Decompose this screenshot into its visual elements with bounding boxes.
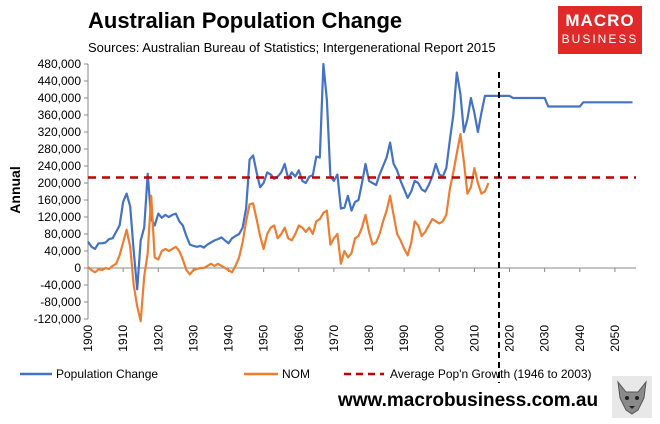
x-tick-label: 2020 <box>503 325 517 352</box>
y-tick-label: -80,000 <box>40 295 81 309</box>
x-tick-label: 1930 <box>186 325 200 352</box>
y-tick-label: 160,000 <box>38 193 82 207</box>
y-tick-label: 120,000 <box>38 210 82 224</box>
x-tick-label: 1980 <box>362 325 376 352</box>
y-tick-label: -120,000 <box>34 312 82 326</box>
x-tick-label: 1970 <box>327 325 341 352</box>
y-tick-label: 480,000 <box>38 57 82 71</box>
y-tick-label: 200,000 <box>38 176 82 190</box>
macrobusiness-logo: MACRO BUSINESS <box>558 6 642 54</box>
chart-title: Australian Population Change <box>88 8 403 33</box>
y-tick-label: 320,000 <box>38 125 82 139</box>
x-tick-label: 1990 <box>397 325 411 352</box>
y-tick-label: 240,000 <box>38 159 82 173</box>
y-axis-label: Annual <box>7 166 23 213</box>
x-tick-label: 1960 <box>292 325 306 352</box>
x-tick-label: 2050 <box>608 325 622 352</box>
legend-label: NOM <box>282 367 310 381</box>
x-tick-label: 2040 <box>573 325 587 352</box>
x-tick-label: 2000 <box>432 325 446 352</box>
legend-label: Population Change <box>56 367 158 381</box>
website-url: www.macrobusiness.com.au <box>338 390 599 411</box>
x-tick-label: 1920 <box>151 325 165 352</box>
y-tick-label: 280,000 <box>38 142 82 156</box>
x-tick-label: 1950 <box>257 325 271 352</box>
y-tick-label: 440,000 <box>38 74 82 88</box>
y-tick-label: 400,000 <box>38 91 82 105</box>
y-tick-label: 80,000 <box>44 227 81 241</box>
y-tick-label: 40,000 <box>44 244 81 258</box>
x-tick-label: 1900 <box>81 325 95 352</box>
legend-label: Average Pop'n Growth (1946 to 2003) <box>390 367 592 381</box>
logo-line-2: BUSINESS <box>561 32 639 46</box>
y-tick-label: 360,000 <box>38 108 82 122</box>
chart-subtitle: Sources: Australian Bureau of Statistics… <box>88 40 496 55</box>
x-tick-label: 2010 <box>467 325 481 352</box>
y-tick-label: -40,000 <box>40 278 81 292</box>
y-tick-label: 0 <box>74 261 81 275</box>
wolf-icon <box>612 376 652 418</box>
x-tick-label: 2030 <box>538 325 552 352</box>
series-line-population-change <box>87 62 633 291</box>
x-tick-label: 1940 <box>222 325 236 352</box>
series-line-nom <box>87 133 490 323</box>
x-tick-label: 1910 <box>116 325 130 352</box>
logo-line-1: MACRO <box>565 11 635 30</box>
